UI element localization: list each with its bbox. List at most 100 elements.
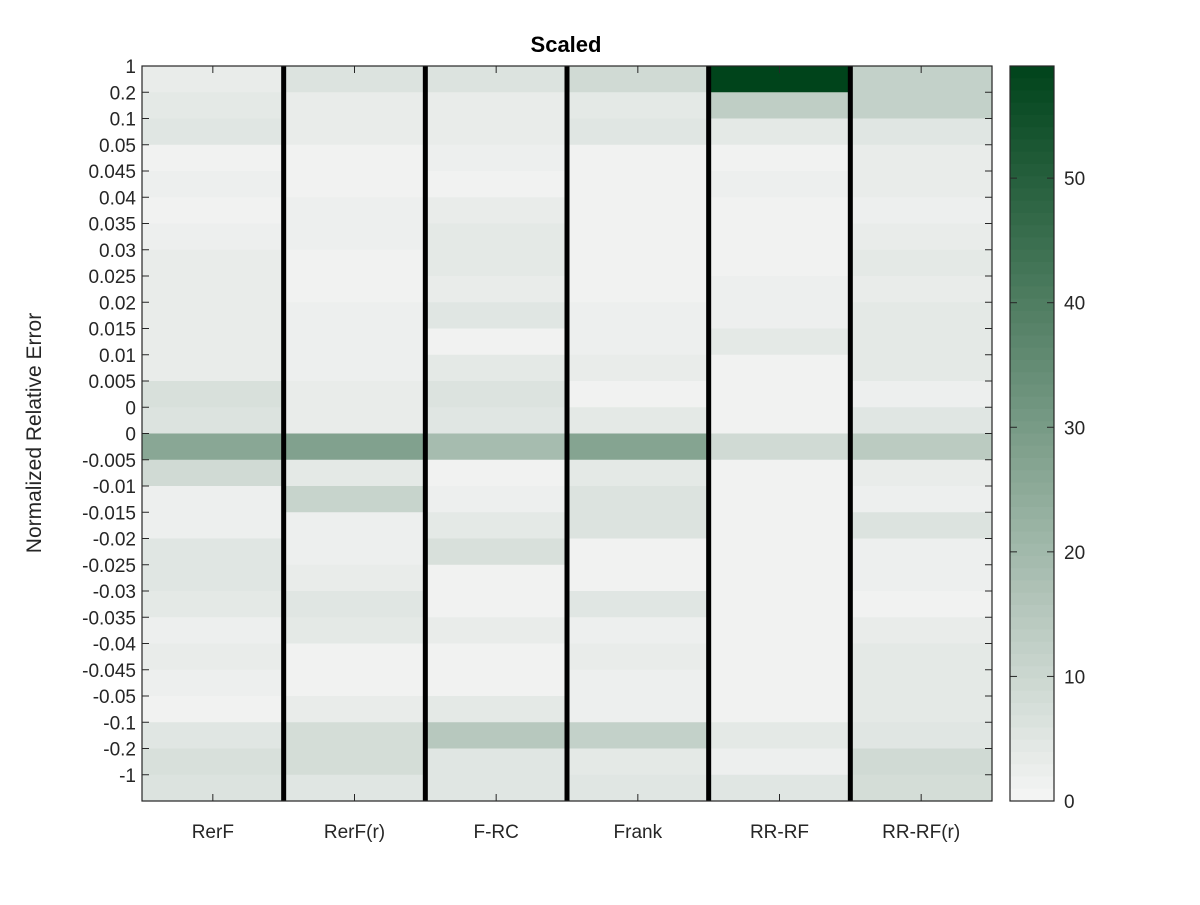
colorbar-step (1010, 568, 1054, 582)
colorbar-step (1010, 678, 1054, 692)
heatmap-cell (283, 459, 426, 487)
heatmap-cell (425, 433, 568, 461)
heatmap-cell (850, 512, 993, 540)
y-tick-label: -0.03 (93, 582, 136, 603)
colorbar-step (1010, 641, 1054, 655)
heatmap-cell (142, 696, 285, 723)
colorbar-tick-label: 10 (1064, 667, 1085, 688)
colorbar-step (1010, 102, 1054, 116)
y-tick-label: -0.025 (82, 556, 136, 577)
heatmap-cell (708, 223, 851, 251)
heatmap-cell (567, 617, 710, 645)
heatmap-cell (850, 564, 993, 592)
heatmap-cell (708, 197, 851, 225)
heatmap-cell (708, 591, 851, 618)
heatmap-cell (283, 381, 426, 408)
colorbar-frame (1009, 65, 1055, 802)
heatmap-cell (142, 722, 285, 750)
heatmap-cell (283, 433, 426, 461)
colorbar-step (1010, 556, 1054, 569)
y-tick-label: 0.05 (99, 136, 136, 157)
colorbar-step (1010, 494, 1054, 508)
heatmap-cell (567, 276, 710, 303)
colorbar-step (1010, 115, 1054, 128)
heatmap-cell (142, 512, 285, 540)
heatmap-cell (283, 144, 426, 172)
colorbar-tick-label: 30 (1064, 418, 1085, 439)
heatmap-cell (850, 407, 993, 435)
y-tick-label: -0.015 (82, 503, 136, 524)
heatmap-cell (567, 302, 710, 330)
heatmap-cell (567, 144, 710, 172)
heatmap-cell (283, 354, 426, 382)
heatmap-cell (567, 538, 710, 566)
heatmap-cell (708, 433, 851, 461)
heatmap-cell (425, 538, 568, 566)
heatmap-cell (567, 433, 710, 461)
heatmap-cell (850, 643, 993, 671)
colorbar-step (1010, 225, 1054, 239)
heatmap-cell (708, 118, 851, 146)
heatmap-cell (850, 223, 993, 251)
heatmap-cell (142, 328, 285, 356)
colorbar-step (1010, 482, 1054, 496)
heatmap-cell (425, 381, 568, 408)
colorbar-step (1010, 727, 1054, 741)
heatmap-cell (425, 512, 568, 540)
colorbar-step (1010, 213, 1054, 226)
colorbar-step (1010, 237, 1054, 251)
heatmap-cell (142, 459, 285, 487)
y-tick-label: 0.025 (88, 267, 136, 288)
heatmap-cell (567, 748, 710, 776)
heatmap-cell (850, 171, 993, 198)
heatmap-cell (708, 617, 851, 645)
colorbar-step (1010, 654, 1054, 667)
heatmap-cell (425, 696, 568, 723)
y-axis-label: Normalized Relative Error (23, 313, 46, 553)
heatmap-cell (850, 486, 993, 513)
heatmap-cell (142, 171, 285, 198)
colorbar-tick-label: 40 (1064, 294, 1085, 315)
colorbar-tick-label: 50 (1064, 169, 1085, 190)
heatmap-cell (567, 669, 710, 697)
heatmap-cell (850, 249, 993, 277)
heatmap-cell (708, 354, 851, 382)
heatmap-cell (567, 643, 710, 671)
heatmap-cell (425, 564, 568, 592)
heatmap-cell (425, 302, 568, 330)
heatmap-cell (425, 171, 568, 198)
colorbar-step (1010, 605, 1054, 618)
heatmap-cell (142, 118, 285, 146)
heatmap-cell (425, 617, 568, 645)
heatmap-cell (425, 354, 568, 382)
heatmap-cell (425, 118, 568, 146)
heatmap-cell (850, 433, 993, 461)
colorbar-step (1010, 617, 1054, 631)
heatmap-cell (283, 486, 426, 513)
colorbar-step (1010, 384, 1054, 398)
colorbar-step (1010, 66, 1054, 79)
colorbar-step (1010, 396, 1054, 410)
colorbar-step (1010, 323, 1054, 337)
heatmap-cell (283, 643, 426, 671)
heatmap-cell (142, 669, 285, 697)
x-tick-label: RR-RF(r) (882, 822, 960, 843)
colorbar-step (1010, 188, 1054, 202)
y-tick-label: -0.01 (93, 477, 136, 498)
heatmap-cell (567, 486, 710, 513)
heatmap-cell (283, 197, 426, 225)
heatmap-cell (708, 328, 851, 356)
heatmap-cell (708, 564, 851, 592)
heatmap-cell (850, 92, 993, 120)
heatmap-cell (567, 249, 710, 277)
heatmap-cell (708, 696, 851, 723)
colorbar-step (1010, 286, 1054, 300)
heatmap-cell (708, 407, 851, 435)
heatmap-cell (567, 118, 710, 146)
y-tick-label: 0.015 (88, 320, 136, 341)
heatmap-cell (142, 486, 285, 513)
heatmap-cell (283, 223, 426, 251)
colorbar-step (1010, 519, 1054, 533)
x-tick-label: RerF (192, 822, 234, 843)
colorbar-step (1010, 580, 1054, 594)
